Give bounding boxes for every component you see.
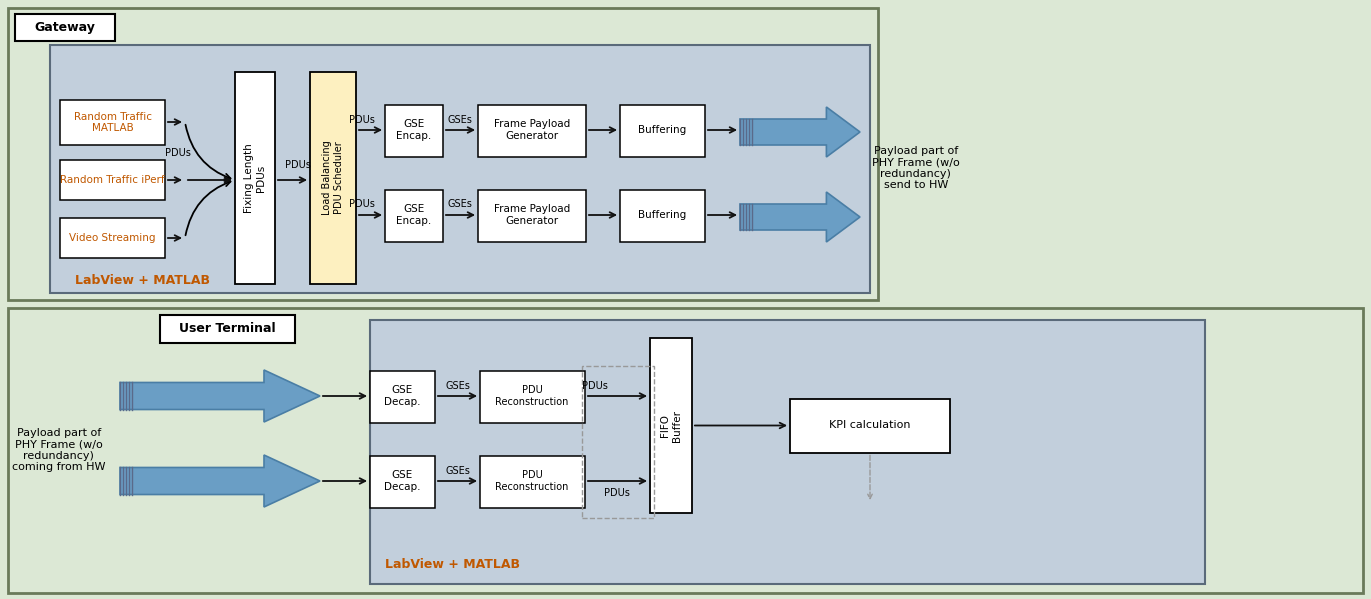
Text: LabView + MATLAB: LabView + MATLAB: [385, 558, 520, 571]
FancyBboxPatch shape: [8, 308, 1363, 593]
Text: GSEs: GSEs: [446, 381, 470, 391]
Text: Payload part of
PHY Frame (w/o
redundancy)
coming from HW: Payload part of PHY Frame (w/o redundanc…: [12, 428, 106, 473]
FancyBboxPatch shape: [49, 45, 871, 293]
FancyBboxPatch shape: [478, 190, 585, 242]
FancyBboxPatch shape: [160, 315, 295, 343]
FancyBboxPatch shape: [385, 190, 443, 242]
Text: Frame Payload
Generator: Frame Payload Generator: [494, 204, 570, 226]
FancyBboxPatch shape: [60, 100, 165, 145]
FancyBboxPatch shape: [234, 72, 276, 284]
Text: GSEs: GSEs: [446, 466, 470, 476]
Text: PDU
Reconstruction: PDU Reconstruction: [495, 385, 569, 407]
Polygon shape: [740, 107, 860, 157]
FancyBboxPatch shape: [8, 8, 877, 300]
FancyBboxPatch shape: [790, 398, 950, 452]
Text: PDUs: PDUs: [350, 199, 374, 209]
Text: GSE
Encap.: GSE Encap.: [396, 204, 432, 226]
Text: Random Traffic
MATLAB: Random Traffic MATLAB: [74, 111, 152, 134]
Text: Random Traffic iPerf: Random Traffic iPerf: [60, 175, 165, 185]
Text: GSE
Encap.: GSE Encap.: [396, 119, 432, 141]
Text: GSE
Decap.: GSE Decap.: [384, 385, 421, 407]
Text: PDUs: PDUs: [350, 115, 374, 125]
FancyBboxPatch shape: [370, 320, 1205, 584]
Text: LabView + MATLAB: LabView + MATLAB: [75, 274, 210, 286]
Text: User Terminal: User Terminal: [178, 322, 276, 335]
Text: GSEs: GSEs: [447, 115, 473, 125]
FancyBboxPatch shape: [478, 105, 585, 157]
FancyBboxPatch shape: [310, 72, 356, 284]
Text: Frame Payload
Generator: Frame Payload Generator: [494, 119, 570, 141]
Text: GSE
Decap.: GSE Decap.: [384, 470, 421, 492]
Text: Load Balancing
PDU Scheduler: Load Balancing PDU Scheduler: [322, 141, 344, 216]
Text: KPI calculation: KPI calculation: [829, 420, 910, 431]
Text: Gateway: Gateway: [34, 20, 96, 34]
FancyBboxPatch shape: [480, 371, 585, 423]
Text: Fixing Length
PDUs: Fixing Length PDUs: [244, 143, 266, 213]
Text: PDUs: PDUs: [583, 381, 607, 391]
FancyBboxPatch shape: [15, 14, 115, 41]
Text: Video Streaming: Video Streaming: [70, 233, 156, 243]
FancyBboxPatch shape: [650, 338, 692, 513]
Text: Payload part of
PHY Frame (w/o
redundancy)
send to HW: Payload part of PHY Frame (w/o redundanc…: [872, 146, 960, 190]
FancyBboxPatch shape: [620, 190, 705, 242]
FancyBboxPatch shape: [480, 456, 585, 508]
Text: FIFO
Buffer: FIFO Buffer: [661, 410, 681, 441]
Text: PDUs: PDUs: [285, 160, 311, 170]
Text: PDUs: PDUs: [605, 488, 629, 498]
FancyBboxPatch shape: [60, 160, 165, 200]
FancyBboxPatch shape: [60, 218, 165, 258]
Text: Buffering: Buffering: [638, 210, 686, 220]
FancyBboxPatch shape: [385, 105, 443, 157]
Polygon shape: [121, 455, 319, 507]
FancyBboxPatch shape: [370, 371, 435, 423]
FancyBboxPatch shape: [620, 105, 705, 157]
FancyBboxPatch shape: [370, 456, 435, 508]
Text: PDU
Reconstruction: PDU Reconstruction: [495, 470, 569, 492]
Polygon shape: [121, 370, 319, 422]
Text: PDUs: PDUs: [165, 148, 191, 158]
Text: GSEs: GSEs: [447, 199, 473, 209]
Polygon shape: [740, 192, 860, 242]
Text: Buffering: Buffering: [638, 125, 686, 135]
